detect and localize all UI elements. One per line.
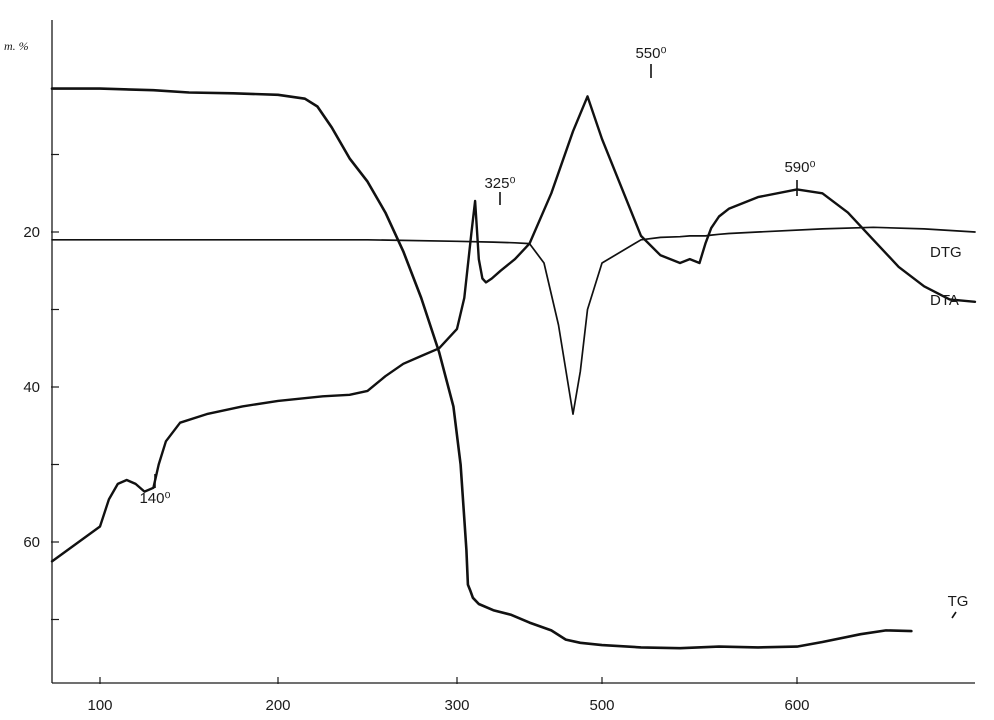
- dta-label: DTA: [930, 292, 959, 309]
- dtg-curve: [51, 226, 976, 415]
- peak-label: 140⁰: [139, 490, 170, 507]
- peak-annotations: 140⁰ 325⁰ 550⁰ 590⁰: [139, 45, 815, 507]
- axes: 20 40 60 m. % 100 200 300 500 600: [4, 20, 975, 714]
- peak-label: 325⁰: [484, 175, 515, 192]
- y-tick-label: 40: [23, 379, 40, 396]
- x-tick-label: 500: [589, 697, 614, 714]
- x-tick-label: 200: [265, 697, 290, 714]
- x-tick-label: 600: [784, 697, 809, 714]
- dtg-label: DTG: [930, 244, 962, 261]
- peak-label: 590⁰: [784, 159, 815, 176]
- y-tick-label: 60: [23, 534, 40, 551]
- y-tick-label: 20: [23, 224, 40, 241]
- peak-label: 550⁰: [635, 45, 666, 62]
- curves: TG DTA DTG: [50, 87, 977, 650]
- tg-curve: [50, 87, 913, 650]
- x-tick-label: 300: [444, 697, 469, 714]
- y-axis-unit-label: m. %: [4, 39, 29, 53]
- dta-curve: [50, 95, 977, 563]
- tg-label-mark: [951, 611, 957, 619]
- x-tick-label: 100: [87, 697, 112, 714]
- tg-label: TG: [948, 593, 969, 610]
